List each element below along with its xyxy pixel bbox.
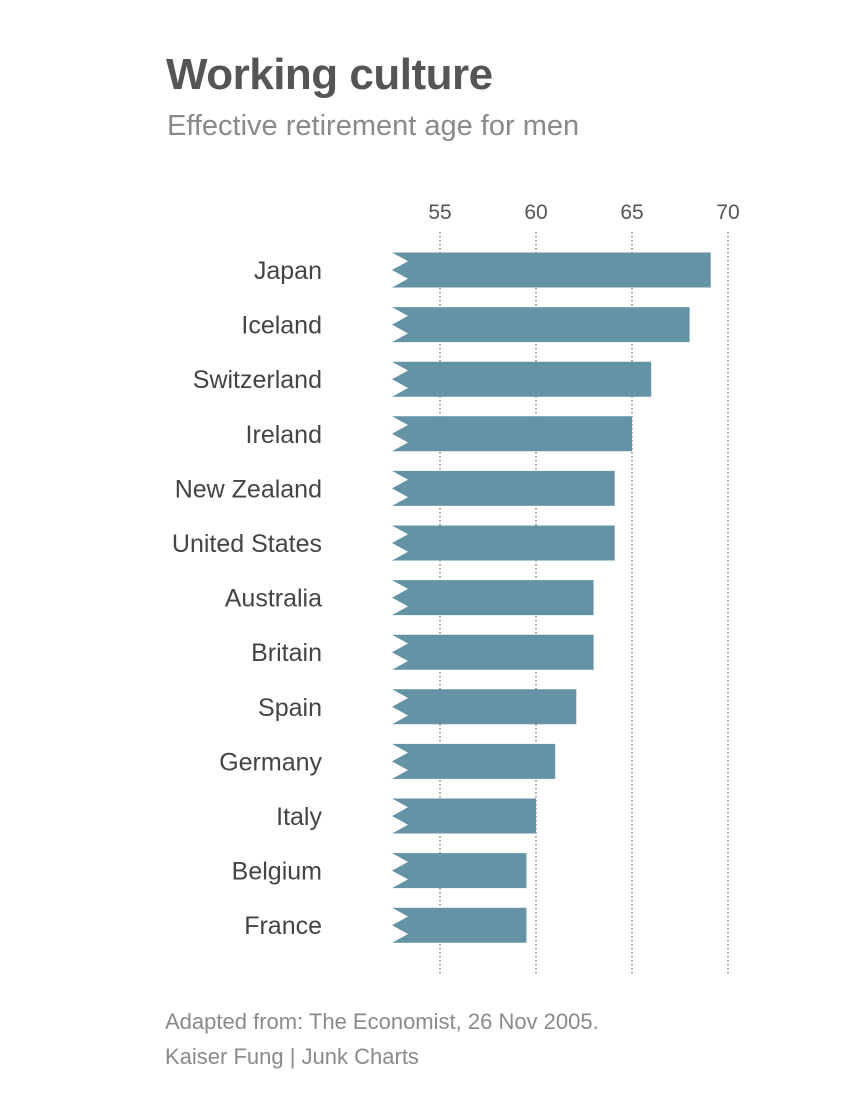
category-label: Britain xyxy=(251,639,322,667)
bar-japan xyxy=(392,252,711,288)
bar-ireland xyxy=(392,416,632,452)
x-tick-label: 65 xyxy=(620,201,643,224)
category-labels: Japan Iceland Switzerland Ireland New Zealan… xyxy=(172,257,323,940)
category-label: Belgium xyxy=(232,858,322,886)
bars xyxy=(392,252,711,943)
credit-note: Kaiser Fung | Junk Charts xyxy=(165,1044,419,1069)
category-label: New Zealand xyxy=(175,475,322,503)
bar-france xyxy=(392,907,527,943)
bar-italy xyxy=(392,798,536,834)
category-label: Japan xyxy=(254,257,322,285)
chart-subtitle: Effective retirement age for men xyxy=(167,110,580,142)
category-label: Italy xyxy=(276,803,322,831)
category-label: United States xyxy=(172,530,322,558)
bar-switzerland xyxy=(392,361,652,397)
bar-iceland xyxy=(392,307,690,343)
x-tick-label: 60 xyxy=(524,201,547,224)
chart-title: Working culture xyxy=(166,50,493,99)
source-note: Adapted from: The Economist, 26 Nov 2005… xyxy=(165,1009,599,1034)
bar-germany xyxy=(392,743,556,779)
bar-united-states xyxy=(392,525,615,561)
category-label: Germany xyxy=(219,748,322,776)
category-label: Ireland xyxy=(246,421,322,449)
x-tick-label: 70 xyxy=(716,201,739,224)
category-label: Australia xyxy=(225,585,322,613)
bar-australia xyxy=(392,580,594,616)
category-label: Iceland xyxy=(241,312,322,340)
category-label: Spain xyxy=(258,694,322,722)
category-label: France xyxy=(244,912,322,940)
footer: Adapted from: The Economist, 26 Nov 2005… xyxy=(165,1004,599,1074)
category-label: Switzerland xyxy=(193,366,322,394)
bar-belgium xyxy=(392,853,527,889)
bar-spain xyxy=(392,689,577,725)
bar-new-zealand xyxy=(392,470,615,506)
bar-britain xyxy=(392,634,594,670)
x-tick-labels: 55 60 65 70 xyxy=(428,201,739,224)
x-tick-label: 55 xyxy=(428,201,451,224)
